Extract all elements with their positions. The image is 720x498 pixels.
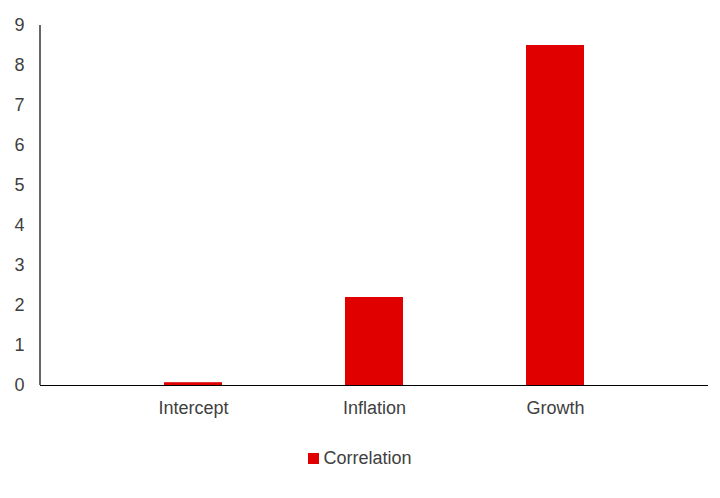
svg-text:7: 7 (14, 95, 24, 115)
svg-text:4: 4 (14, 215, 24, 235)
svg-text:3: 3 (14, 255, 24, 275)
svg-text:Growth: Growth (526, 398, 584, 418)
svg-text:1: 1 (14, 335, 24, 355)
svg-text:6: 6 (14, 135, 24, 155)
svg-text:0: 0 (14, 375, 24, 395)
svg-text:2: 2 (14, 295, 24, 315)
svg-text:8: 8 (14, 55, 24, 75)
svg-text:9: 9 (14, 15, 24, 35)
svg-text:Inflation: Inflation (343, 398, 406, 418)
svg-text:Intercept: Intercept (158, 398, 228, 418)
svg-text:5: 5 (14, 175, 24, 195)
html-text:Correlation: Correlation (323, 447, 412, 468)
